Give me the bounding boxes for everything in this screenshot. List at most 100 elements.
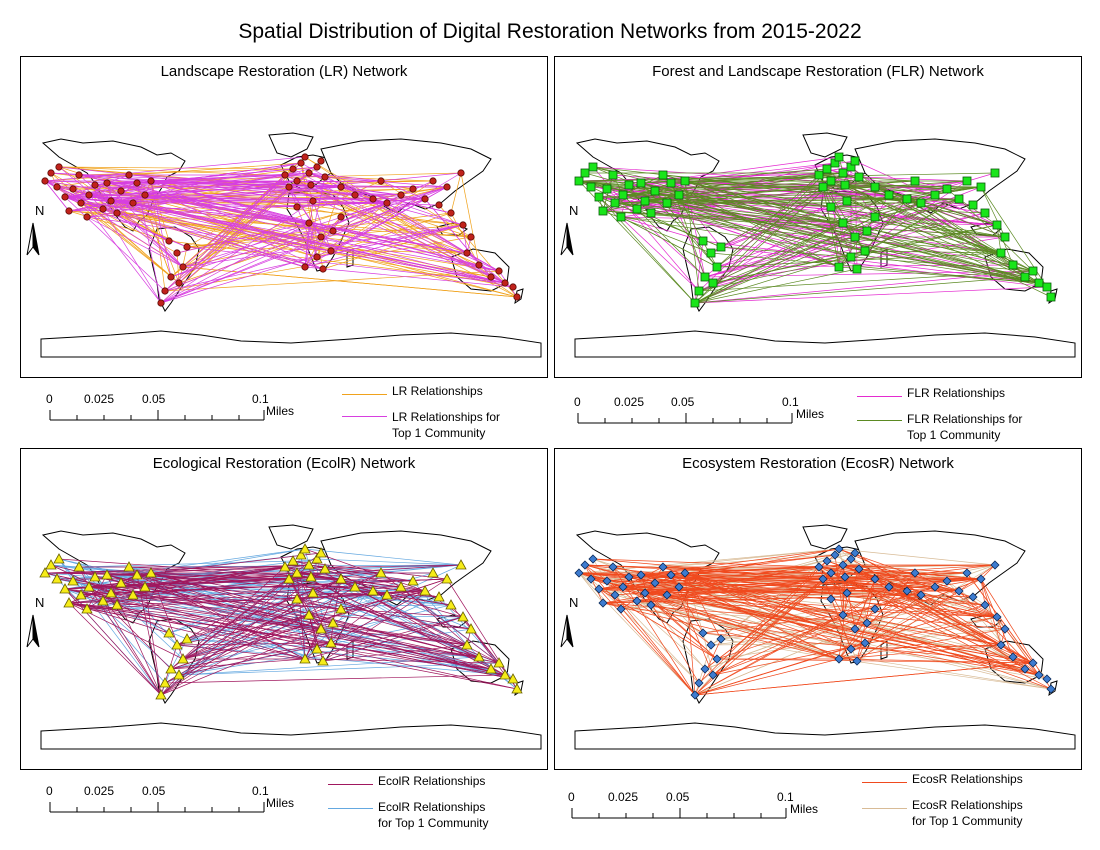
network-node <box>67 575 79 586</box>
network-node <box>351 191 359 199</box>
top-community-edge <box>312 200 332 252</box>
network-node <box>441 573 453 584</box>
base-relationship-edge <box>720 246 1048 288</box>
base-relationship-edge <box>44 572 312 578</box>
base-relationship-edge <box>850 644 1002 650</box>
scale-bar-lr: 0 0.025 0.05 0.1 Miles <box>46 392 316 432</box>
network-node <box>646 208 656 218</box>
base-relationship-edge <box>128 566 306 660</box>
base-relationship-edge <box>56 186 180 284</box>
base-relationship-edge <box>628 156 840 186</box>
base-relationship-edge <box>842 564 916 574</box>
network-node <box>111 599 123 610</box>
base-relationship-edge <box>58 166 290 188</box>
network-node <box>305 169 313 177</box>
base-relationship-edge <box>602 602 1040 676</box>
base-relationship-edge <box>612 566 696 696</box>
network-node <box>650 578 660 588</box>
top-community-edge <box>644 200 844 224</box>
base-relationship-edge <box>50 564 506 676</box>
top-community-edge <box>578 180 1040 284</box>
base-relationship-edge <box>80 592 112 596</box>
network-node <box>457 611 469 622</box>
network-node <box>574 176 584 186</box>
network-node <box>586 574 596 584</box>
base-relationship-edge <box>170 642 332 670</box>
base-relationship-edge <box>584 564 696 696</box>
lr-network-panel: N Landscape Restoration (LR) Network <box>20 56 548 378</box>
network-node <box>83 213 91 221</box>
network-node <box>1034 278 1044 288</box>
network-node <box>295 549 307 560</box>
legend-swatch-top <box>328 808 373 809</box>
network-node <box>53 183 61 191</box>
network-node <box>487 273 495 281</box>
panel-title: Ecosystem Restoration (EcosR) Network <box>682 455 954 472</box>
network-node <box>916 198 926 208</box>
top-community-edge <box>304 176 326 268</box>
north-arrow-left <box>560 614 568 648</box>
base-relationship-edge <box>920 594 986 606</box>
top-community-edge <box>136 180 382 184</box>
base-relationship-edge <box>304 156 518 298</box>
legend-label-base: EcolR Relationships <box>378 774 486 788</box>
base-relationship-edge <box>602 592 848 604</box>
base-relationship-edge <box>292 560 448 580</box>
base-relationship-edge <box>640 554 836 576</box>
network-node <box>427 567 439 578</box>
top-community-edge <box>694 250 866 304</box>
network-node <box>325 637 337 648</box>
network-node <box>706 248 716 258</box>
base-relationship-edge <box>164 674 506 684</box>
network-node <box>485 663 497 674</box>
network-node <box>457 169 465 177</box>
base-relationship-edge <box>44 572 506 676</box>
base-relationship-edge <box>106 574 506 676</box>
scale-unit-label: Miles <box>266 404 295 418</box>
network-node <box>501 279 509 287</box>
legend-swatch-top <box>342 416 387 417</box>
network-node <box>598 598 608 608</box>
top-community-edge <box>58 166 184 268</box>
network-node <box>55 163 63 171</box>
top-community-edge <box>606 186 824 190</box>
top-community-edge <box>698 270 1034 292</box>
network-node <box>822 556 832 566</box>
legend-swatch-base <box>862 782 907 783</box>
network-node <box>159 677 171 688</box>
top-community-edge <box>64 196 310 224</box>
base-relationship-edge <box>622 586 844 616</box>
base-relationship-edge <box>592 558 820 568</box>
legend-flr: FLR Relationships FLR Relationships for … <box>857 386 1077 446</box>
base-relationship-edge <box>830 204 974 208</box>
top-community-edge <box>164 174 286 292</box>
network-node <box>666 178 676 188</box>
base-relationship-edge <box>176 644 306 660</box>
scale-tick-label: 0.025 <box>84 392 115 406</box>
network-node <box>283 573 295 584</box>
top-community-edge <box>78 174 310 224</box>
base-relationship-edge <box>602 602 868 624</box>
network-node <box>1046 684 1056 694</box>
network-node <box>175 279 183 287</box>
network-node <box>826 594 836 604</box>
network-node <box>674 582 684 592</box>
top-community-edge <box>662 552 856 568</box>
base-relationship-edge <box>58 166 294 170</box>
scale-unit-label: Miles <box>790 802 819 816</box>
network-node <box>860 246 870 256</box>
top-community-edge <box>874 186 998 226</box>
legend-label-base: EcosR Relationships <box>912 772 1023 786</box>
top-community-edge <box>622 180 916 196</box>
top-community-edge <box>844 184 1040 284</box>
network-node <box>61 193 69 201</box>
network-node <box>840 180 850 190</box>
base-relationship-edge <box>694 270 1034 304</box>
ecosr-network-panel: N Ecosystem Restoration (EcosR) Network <box>554 448 1082 770</box>
network-node <box>407 575 419 586</box>
legend-label-top-line1: EcolR Relationships <box>378 800 486 814</box>
base-relationship-edge <box>460 172 480 266</box>
network-node <box>327 617 339 628</box>
top-community-edge <box>602 210 844 224</box>
base-relationship-edge <box>182 266 518 298</box>
